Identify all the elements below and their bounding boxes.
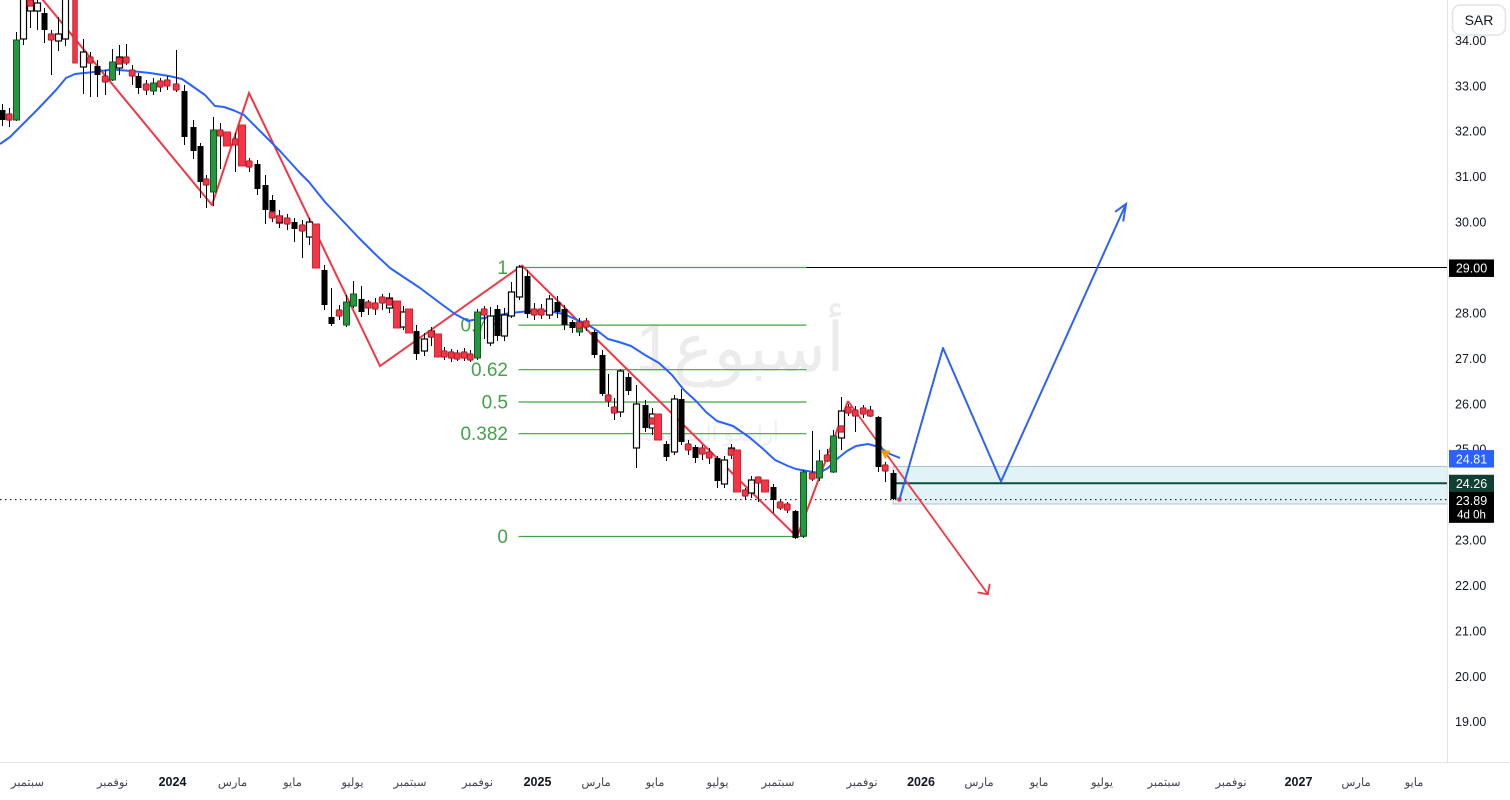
svg-text:29.00: 29.00 (1456, 262, 1487, 276)
svg-text:نوفمبر: نوفمبر (845, 777, 877, 789)
svg-text:24.26: 24.26 (1456, 477, 1487, 491)
svg-text:0.62: 0.62 (471, 360, 508, 381)
svg-text:19.00: 19.00 (1455, 715, 1486, 729)
svg-text:32.00: 32.00 (1455, 125, 1486, 139)
svg-text:أسبوع1: أسبوع1 (635, 303, 845, 388)
svg-text:23.89: 23.89 (1456, 494, 1487, 508)
svg-text:يوليو: يوليو (340, 776, 363, 789)
svg-text:20.00: 20.00 (1455, 670, 1486, 684)
svg-text:مارس: مارس (581, 776, 610, 789)
svg-text:سبتمبر: سبتمبر (392, 777, 426, 789)
svg-text:مارس: مارس (1341, 776, 1370, 789)
svg-text:33.00: 33.00 (1455, 79, 1486, 93)
svg-text:مايو: مايو (645, 776, 665, 789)
svg-text:سبتمبر: سبتمبر (10, 777, 44, 789)
svg-text:يوليو: يوليو (705, 776, 728, 789)
svg-text:34.00: 34.00 (1455, 34, 1486, 48)
svg-text:مارس: مارس (218, 776, 247, 789)
svg-text:0: 0 (497, 527, 508, 548)
svg-text:30.00: 30.00 (1455, 216, 1486, 230)
svg-text:مايو: مايو (282, 776, 302, 789)
svg-text:1: 1 (497, 258, 508, 279)
svg-text:26.00: 26.00 (1455, 397, 1486, 411)
svg-text:27.00: 27.00 (1455, 352, 1486, 366)
svg-text:21.00: 21.00 (1455, 624, 1486, 638)
svg-text:2024: 2024 (159, 775, 187, 789)
svg-text:نوفمبر: نوفمبر (96, 777, 128, 789)
svg-text:28.00: 28.00 (1455, 306, 1486, 320)
svg-text:يوليو: يوليو (1090, 776, 1113, 789)
svg-text:مارس: مارس (964, 776, 993, 789)
svg-text:0.382: 0.382 (460, 424, 508, 445)
svg-text:مايو: مايو (1404, 776, 1424, 789)
svg-text:نوفمبر: نوفمبر (1214, 777, 1246, 789)
svg-text:سبتمبر: سبتمبر (1146, 777, 1180, 789)
svg-text:23.00: 23.00 (1455, 534, 1486, 548)
svg-text:24.81: 24.81 (1456, 452, 1487, 466)
svg-text:0.5: 0.5 (482, 393, 508, 414)
svg-text:2025: 2025 (524, 775, 552, 789)
svg-text:2027: 2027 (1285, 775, 1313, 789)
svg-text:31.00: 31.00 (1455, 170, 1486, 184)
svg-text:سبتمبر: سبتمبر (760, 777, 794, 789)
svg-text:22.00: 22.00 (1455, 579, 1486, 593)
svg-text:4d 0h: 4d 0h (1457, 510, 1486, 522)
svg-text:SAR: SAR (1465, 12, 1494, 28)
svg-text:مايو: مايو (1029, 776, 1049, 789)
svg-text:2026: 2026 (907, 775, 935, 789)
svg-text:نوفمبر: نوفمبر (461, 777, 493, 789)
